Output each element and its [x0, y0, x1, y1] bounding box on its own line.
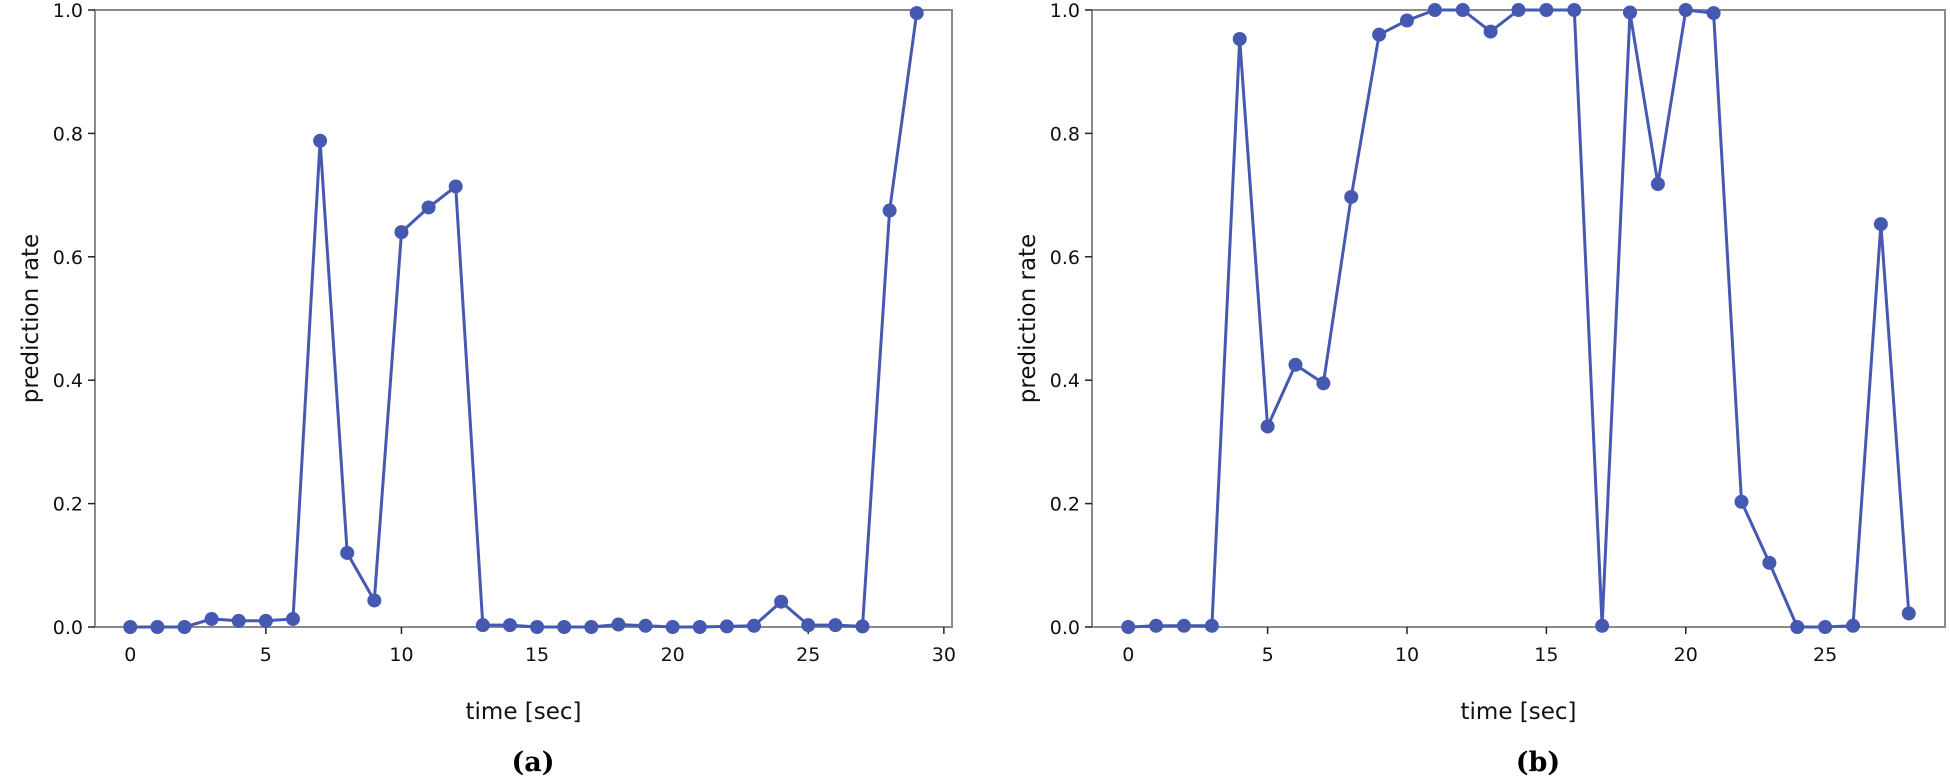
data-point — [882, 203, 897, 218]
x-tick-label: 10 — [1395, 644, 1419, 666]
data-point — [1260, 419, 1275, 434]
data-point — [1818, 620, 1833, 634]
data-point — [557, 620, 572, 634]
data-point — [1595, 618, 1610, 633]
chart-panel-a: 0.0 0.2 0.4 0.6 0.8 1.0 0 5 10 15 20 25 30 time [sec]… — [18, 0, 956, 778]
data-point — [1539, 3, 1554, 17]
data-point — [177, 620, 192, 634]
data-point — [340, 545, 355, 560]
data-point — [530, 620, 545, 634]
data-point — [150, 620, 165, 634]
data-point — [909, 6, 924, 21]
data-point — [1204, 618, 1219, 633]
data-point — [1427, 3, 1442, 17]
x-tick-label: 5 — [260, 644, 272, 666]
data-point — [692, 620, 707, 634]
y-tick-label: 0.6 — [53, 247, 83, 269]
y-tick-label: 0.2 — [1050, 494, 1080, 516]
data-point — [1344, 189, 1359, 204]
y-tick-label: 0.8 — [1050, 123, 1080, 145]
data-point — [828, 618, 843, 633]
data-point — [801, 618, 816, 633]
x-tick-label: 5 — [1262, 644, 1274, 666]
data-point — [285, 611, 300, 626]
data-point — [1762, 555, 1777, 570]
y-axis-title: prediction rate — [18, 234, 44, 403]
data-point — [1706, 6, 1721, 21]
data-point — [774, 594, 789, 609]
series-line — [130, 12, 919, 629]
data-point — [1316, 376, 1331, 391]
y-tick-label: 1.0 — [1050, 0, 1080, 22]
panel-label: (b) — [1516, 747, 1560, 778]
y-tick-label: 0.0 — [1050, 617, 1080, 639]
chart-panel-b: 0.0 0.2 0.4 0.6 0.8 1.0 0 5 10 15 20 25 time [sec] pr… — [1015, 0, 1946, 778]
data-point — [855, 619, 870, 634]
data-point — [1678, 3, 1693, 17]
data-point — [665, 620, 680, 634]
data-point — [638, 618, 653, 633]
x-tick-label: 10 — [389, 644, 413, 666]
data-point — [747, 618, 762, 633]
data-point — [475, 618, 490, 633]
data-point — [1873, 217, 1888, 232]
y-axis-title: prediction rate — [1015, 234, 1041, 403]
data-point — [1901, 606, 1916, 621]
y-tick-label: 0.8 — [53, 123, 83, 145]
y-tick-label: 0.0 — [53, 617, 83, 639]
data-point — [394, 225, 409, 240]
x-tick-label: 25 — [1813, 644, 1837, 666]
data-point — [1399, 13, 1414, 28]
data-point — [421, 200, 436, 215]
x-tick-label: 20 — [661, 644, 685, 666]
data-point — [584, 620, 599, 634]
data-point — [1176, 618, 1191, 633]
y-tick-label: 0.4 — [53, 370, 83, 392]
data-point — [1511, 3, 1526, 17]
data-point — [367, 593, 382, 608]
data-point — [502, 618, 517, 633]
data-point — [611, 617, 626, 632]
panel-label: (a) — [511, 747, 554, 778]
data-point — [1483, 24, 1498, 39]
data-point — [1846, 618, 1861, 633]
data-point — [1790, 620, 1805, 634]
x-tick-label: 30 — [932, 644, 956, 666]
data-point — [1650, 176, 1665, 191]
x-tick-label: 15 — [525, 644, 549, 666]
x-tick-label: 0 — [124, 644, 136, 666]
x-tick-label: 15 — [1534, 644, 1558, 666]
data-point — [1623, 5, 1638, 20]
data-point — [204, 611, 219, 626]
data-point — [258, 613, 273, 628]
x-tick-label: 25 — [796, 644, 820, 666]
data-point — [1734, 494, 1749, 509]
y-tick-label: 1.0 — [53, 0, 83, 22]
series-line — [1128, 8, 1911, 629]
x-axis-title: time [sec] — [466, 699, 582, 725]
y-tick-label: 0.6 — [1050, 247, 1080, 269]
data-point — [1372, 27, 1387, 42]
x-tick-label: 20 — [1674, 644, 1698, 666]
data-point — [1567, 3, 1582, 17]
plot-frame — [1091, 9, 1946, 628]
data-point — [1149, 618, 1164, 633]
x-axis-title: time [sec] — [1461, 699, 1577, 725]
data-point — [448, 179, 463, 194]
data-point — [1455, 3, 1470, 17]
data-point — [1288, 357, 1303, 372]
data-point — [1232, 31, 1247, 46]
data-point — [123, 620, 138, 634]
plot-frame — [94, 9, 953, 628]
y-tick-label: 0.2 — [53, 494, 83, 516]
data-point — [719, 619, 734, 634]
data-point — [1121, 620, 1136, 634]
y-tick-label: 0.4 — [1050, 370, 1080, 392]
data-point — [231, 613, 246, 628]
x-tick-label: 0 — [1122, 644, 1134, 666]
data-point — [313, 133, 328, 148]
